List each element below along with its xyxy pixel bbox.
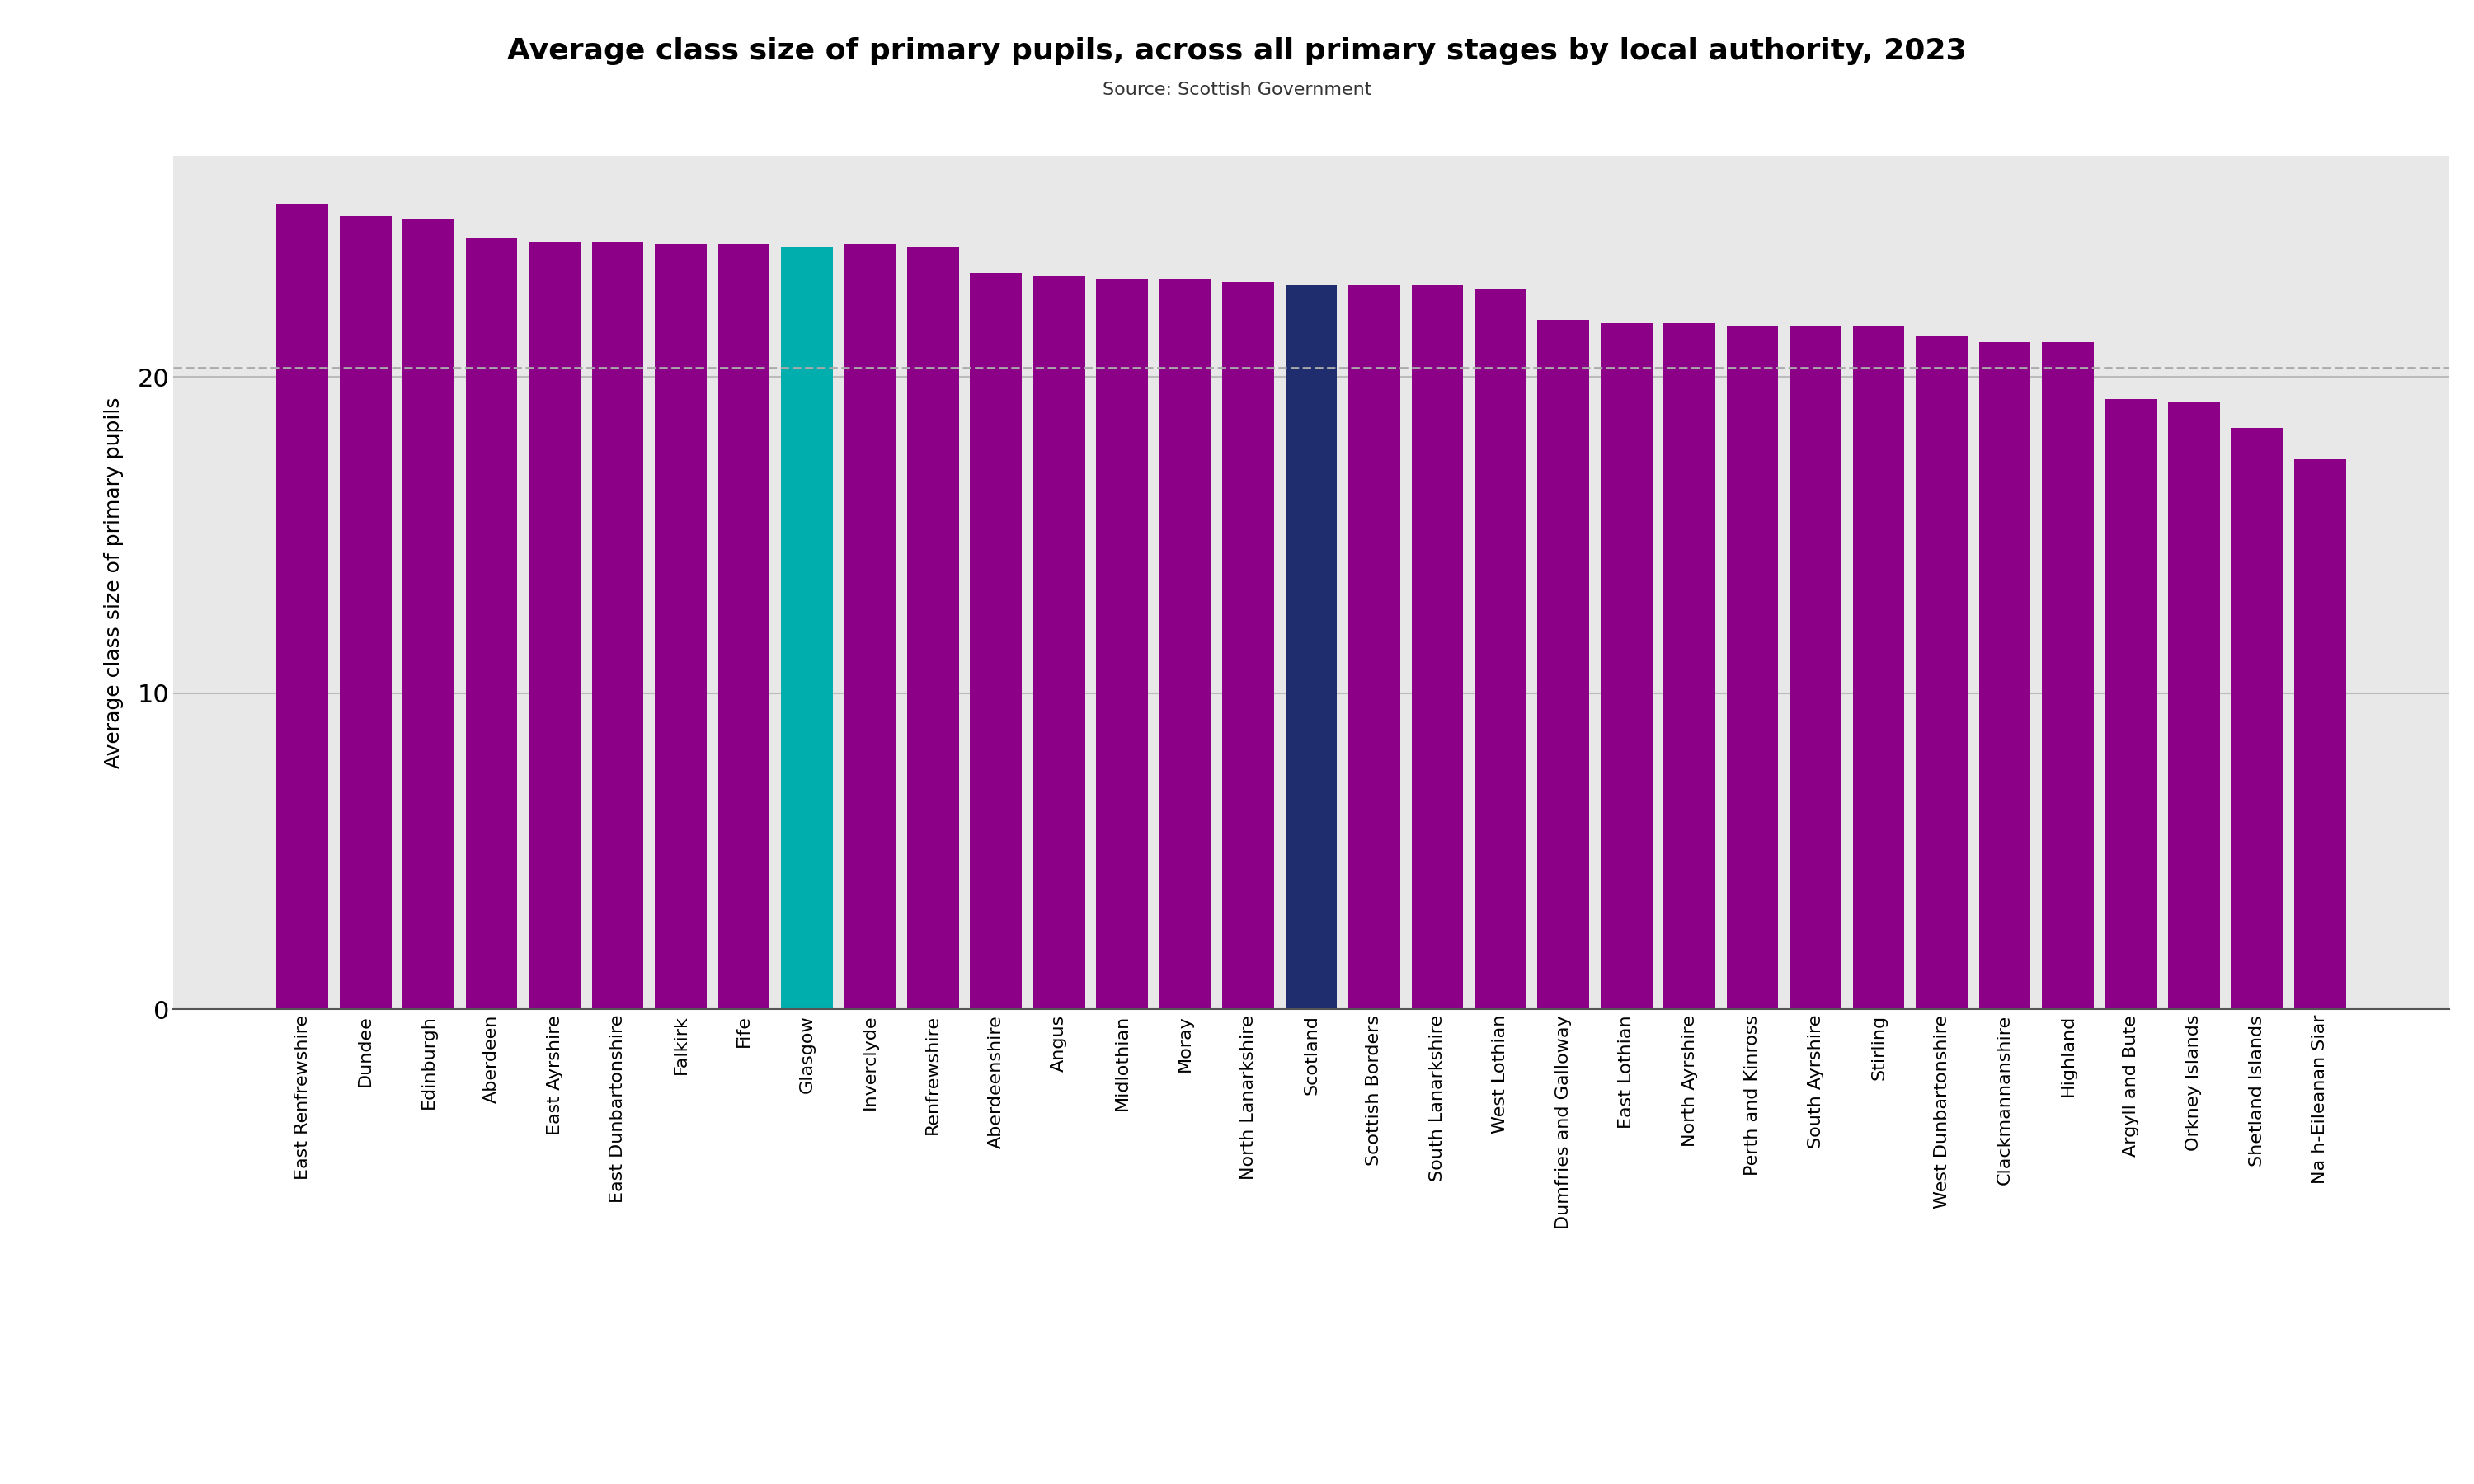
- Text: Source: Scottish Government: Source: Scottish Government: [1103, 82, 1371, 98]
- Bar: [1160, 279, 1210, 1009]
- Text: Average class size of primary pupils, across all primary stages by local authori: Average class size of primary pupils, ac…: [507, 37, 1967, 65]
- Bar: [656, 245, 708, 1009]
- Bar: [1536, 321, 1588, 1009]
- Bar: [1475, 288, 1526, 1009]
- Y-axis label: Average class size of primary pupils: Average class size of primary pupils: [104, 396, 124, 769]
- Bar: [277, 203, 329, 1009]
- Bar: [1096, 279, 1148, 1009]
- Bar: [465, 237, 517, 1009]
- Bar: [1915, 335, 1967, 1009]
- Bar: [1601, 324, 1653, 1009]
- Bar: [2105, 399, 2157, 1009]
- Bar: [2293, 459, 2345, 1009]
- Bar: [529, 240, 581, 1009]
- Bar: [1979, 343, 2031, 1009]
- Bar: [2167, 402, 2219, 1009]
- Bar: [1034, 276, 1086, 1009]
- Bar: [1789, 326, 1841, 1009]
- Bar: [1222, 282, 1274, 1009]
- Bar: [1348, 285, 1400, 1009]
- Bar: [2232, 427, 2284, 1009]
- Bar: [908, 248, 960, 1009]
- Bar: [844, 245, 896, 1009]
- Bar: [339, 215, 391, 1009]
- Bar: [782, 248, 834, 1009]
- Bar: [1286, 285, 1336, 1009]
- Bar: [2041, 343, 2093, 1009]
- Bar: [1663, 324, 1714, 1009]
- Bar: [970, 273, 1022, 1009]
- Bar: [403, 220, 455, 1009]
- Bar: [1413, 285, 1462, 1009]
- Bar: [1727, 326, 1779, 1009]
- Bar: [1853, 326, 1905, 1009]
- Bar: [717, 245, 769, 1009]
- Bar: [591, 240, 643, 1009]
